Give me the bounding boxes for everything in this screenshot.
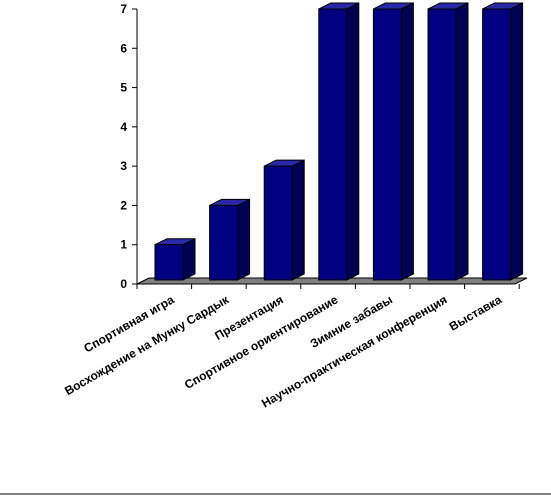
y-tick-label: 0: [120, 277, 127, 291]
bar: [318, 8, 348, 281]
bar: [482, 8, 512, 281]
bar-side: [237, 198, 251, 281]
x-category-label: Спортивная игра: [81, 292, 176, 355]
y-tick-label: 7: [120, 2, 127, 16]
bar-side: [510, 2, 524, 281]
bar-side: [182, 237, 196, 281]
bar: [427, 8, 457, 281]
bar: [263, 165, 293, 281]
bar-side: [346, 2, 360, 281]
y-tick-label: 5: [120, 81, 127, 95]
axis-layer: [0, 8, 551, 495]
bar: [372, 8, 402, 281]
bar-side: [455, 2, 469, 281]
y-tick-label: 2: [120, 198, 127, 212]
y-tick-label: 6: [120, 41, 127, 55]
y-tick-label: 3: [120, 159, 127, 173]
x-category-label: Научно-практическая конференция: [259, 292, 449, 410]
y-tick-label: 1: [120, 238, 127, 252]
bar: [154, 244, 184, 281]
bar: [209, 204, 239, 281]
y-tick-label: 4: [120, 120, 127, 134]
bar-layer: [154, 2, 524, 281]
x-category-label: Выставка: [447, 292, 505, 333]
bar-side: [400, 2, 414, 281]
bar-side: [291, 159, 305, 281]
